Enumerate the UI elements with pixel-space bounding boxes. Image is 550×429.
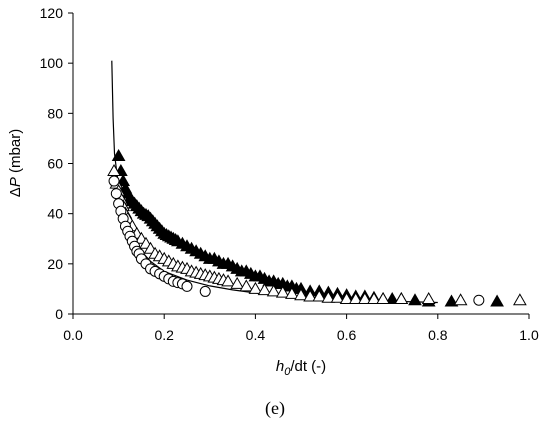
open-circle-point xyxy=(199,285,211,297)
figure-caption: (e) xyxy=(265,398,285,418)
open-triangle-point xyxy=(221,274,235,287)
filled-triangle-point xyxy=(111,148,126,161)
open-triangle-point xyxy=(513,293,527,306)
open-triangle-point xyxy=(453,293,468,306)
open-triangle-point xyxy=(367,291,381,304)
open-triangle-point xyxy=(257,283,272,296)
x-tick-label: 0.6 xyxy=(337,327,357,343)
y-tick-label: 20 xyxy=(47,256,63,272)
x-tick-label: 0.4 xyxy=(246,327,266,343)
open-triangle-point xyxy=(421,291,436,304)
open-triangle-point xyxy=(285,286,299,299)
open-circle-point xyxy=(108,175,120,187)
open-triangle-point xyxy=(248,281,263,294)
open-triangle-point xyxy=(312,289,327,302)
filled-triangle-point xyxy=(490,294,504,307)
open-triangle-point xyxy=(275,285,290,298)
y-tick-label: 0 xyxy=(55,306,63,322)
open-triangle-point xyxy=(357,291,372,304)
y-tick-label: 60 xyxy=(47,156,63,172)
open-triangle-point xyxy=(330,290,345,303)
fit-curve xyxy=(111,60,438,304)
x-tick-label: 0.0 xyxy=(63,327,83,343)
y-tick-label: 100 xyxy=(40,55,64,71)
open-triangle-point xyxy=(348,291,363,304)
x-tick-label: 0.2 xyxy=(154,327,174,343)
filled-triangle-point xyxy=(408,293,422,306)
open-triangle-point xyxy=(376,291,390,304)
open-triangle-point xyxy=(339,291,354,304)
open-triangle-point xyxy=(107,164,121,177)
x-tick-label: 1.0 xyxy=(519,327,539,343)
open-triangle-point xyxy=(394,291,409,304)
x-tick-label: 0.8 xyxy=(428,327,448,343)
open-circle-point xyxy=(473,294,485,306)
axes xyxy=(72,13,529,315)
open-triangle-point xyxy=(266,284,281,297)
fit-line-group xyxy=(111,60,438,304)
x-axis-title: h0/dt (-) xyxy=(276,358,326,378)
open-triangle-point xyxy=(303,289,317,302)
open-triangle-point xyxy=(294,288,308,301)
open-triangle-point xyxy=(321,290,336,303)
open-triangle-point xyxy=(230,276,245,289)
y-tick-label: 120 xyxy=(40,5,64,21)
data-marks xyxy=(107,148,527,307)
filled-triangle-point xyxy=(444,294,459,307)
ticks: 0.0 0.2 0.4 0.6 0.8 1.0 0 20 40 60 80 100 120 xyxy=(40,5,539,343)
filled-triangle-point xyxy=(385,291,400,304)
open-circle-point xyxy=(110,188,122,200)
open-triangle-point xyxy=(239,279,254,292)
open-circle-point xyxy=(181,280,193,292)
y-axis-title: ΔP (mbar) xyxy=(7,129,24,197)
y-tick-label: 80 xyxy=(47,105,63,121)
y-tick-label: 40 xyxy=(47,206,63,222)
